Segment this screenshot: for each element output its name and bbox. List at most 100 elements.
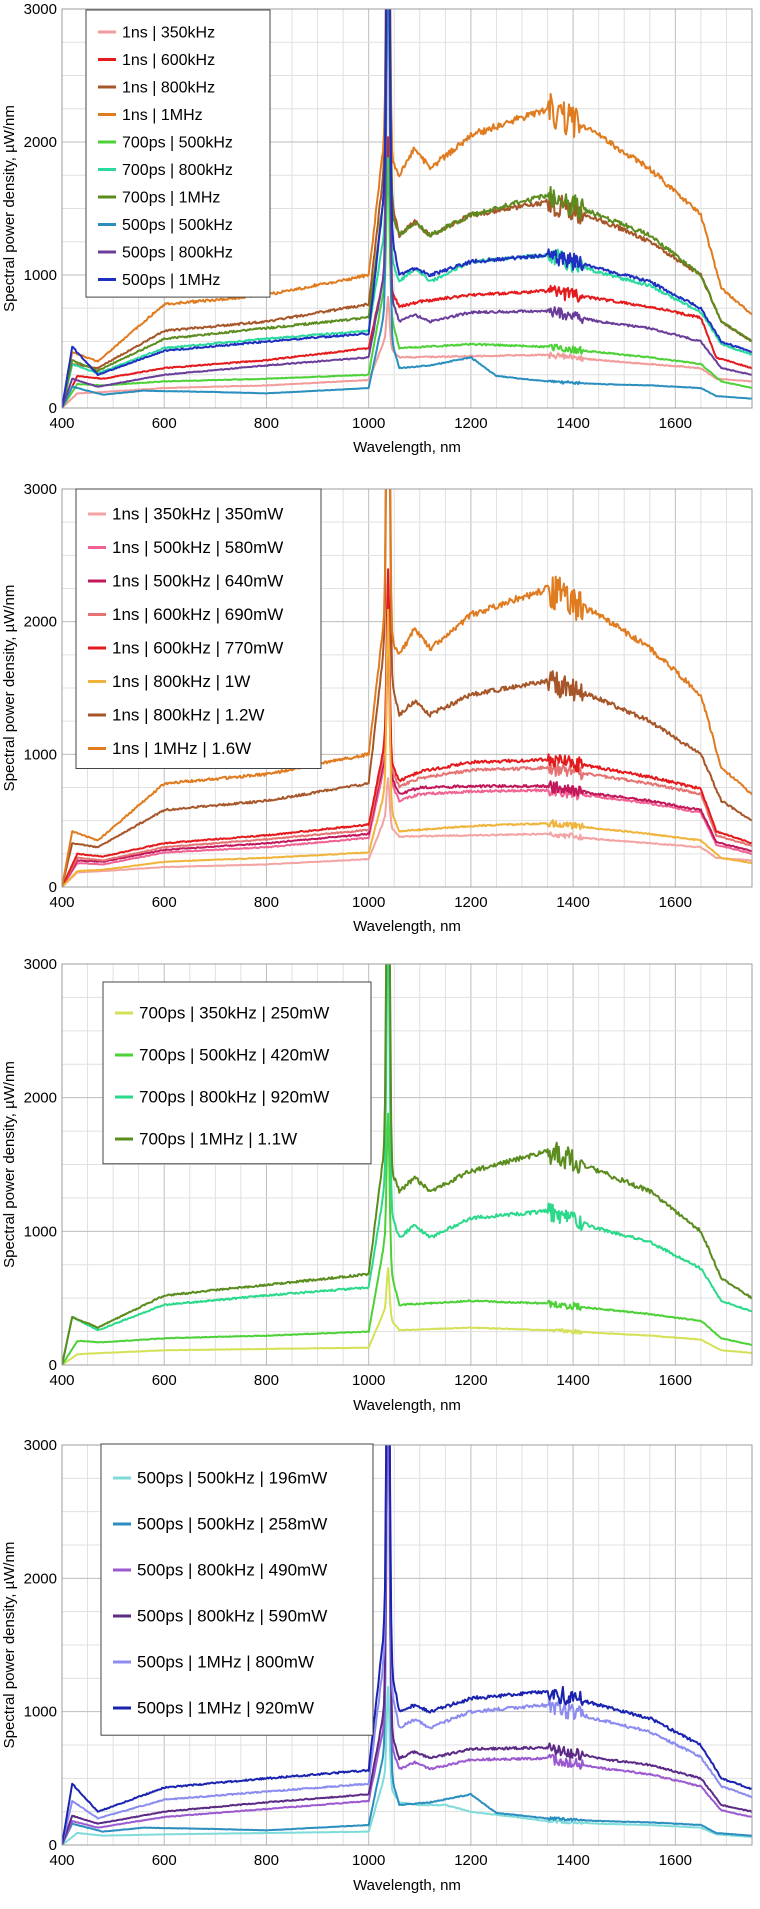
y-tick-label: 3000 xyxy=(24,481,57,498)
legend-entry: 1ns | 600kHz | 770mW xyxy=(112,639,283,658)
x-tick-label: 600 xyxy=(152,1852,177,1869)
x-tick-label: 1000 xyxy=(352,1372,385,1389)
legend-box xyxy=(100,1443,374,1736)
legend-entry: 1ns | 800kHz xyxy=(122,80,215,97)
x-tick-label: 1200 xyxy=(454,894,487,911)
x-tick-label: 1600 xyxy=(659,894,692,911)
legend-entry: 700ps | 500kHz xyxy=(122,135,233,152)
y-tick-label: 0 xyxy=(49,879,57,896)
series-line xyxy=(62,624,752,887)
series-line xyxy=(62,1267,752,1365)
series-line xyxy=(62,9,752,408)
x-tick-label: 1200 xyxy=(454,1852,487,1869)
legend-entry: 500ps | 500kHz | 258mW xyxy=(137,1515,327,1534)
x-tick-label: 1000 xyxy=(352,415,385,432)
legend-entry: 700ps | 800kHz xyxy=(122,162,233,179)
x-tick-label: 600 xyxy=(152,1372,177,1389)
series-line xyxy=(62,9,752,408)
x-tick-label: 400 xyxy=(49,1852,74,1869)
legend-entry: 1ns | 600kHz | 690mW xyxy=(112,605,283,624)
series-line xyxy=(62,157,752,408)
y-tick-label: 1000 xyxy=(24,267,57,284)
x-tick-label: 1200 xyxy=(454,1372,487,1389)
series-lines xyxy=(62,489,752,887)
y-tick-label: 2000 xyxy=(24,614,57,631)
legend-box xyxy=(102,981,372,1165)
y-tick-label: 2000 xyxy=(24,1090,57,1107)
legend-box xyxy=(85,9,271,298)
legend-entry: 500ps | 1MHz xyxy=(122,272,220,289)
x-tick-label: 600 xyxy=(152,894,177,911)
x-tick-label: 1600 xyxy=(659,1372,692,1389)
series-lines xyxy=(62,964,752,1365)
y-axis-label: Spectral power density, µW/nm xyxy=(1,1542,18,1749)
plot-frame xyxy=(61,1444,753,1846)
series-line xyxy=(62,9,752,408)
x-tick-label: 1200 xyxy=(454,415,487,432)
legend-entry: 500ps | 500kHz xyxy=(122,217,233,234)
legend: 1ns | 350kHz | 350mW 1ns | 500kHz | 580mW… xyxy=(75,488,322,769)
series-line xyxy=(62,489,752,887)
x-tick-label: 1400 xyxy=(556,894,589,911)
x-tick-label: 1400 xyxy=(556,1852,589,1869)
legend-entry: 1ns | 800kHz | 1.2W xyxy=(112,706,264,725)
series-line xyxy=(62,964,752,1365)
x-tick-label: 800 xyxy=(254,894,279,911)
legend-entry: 1ns | 1MHz xyxy=(122,107,203,124)
legend-entry: 1ns | 800kHz | 1W xyxy=(112,672,250,691)
legend: 700ps | 350kHz | 250mW 700ps | 500kHz | 4… xyxy=(102,981,372,1165)
x-tick-label: 1600 xyxy=(659,415,692,432)
series-line xyxy=(62,593,752,887)
legend-entry: 500ps | 800kHz | 590mW xyxy=(137,1607,327,1626)
legend-entry: 1ns | 350kHz xyxy=(122,25,215,42)
legend-entry: 1ns | 350kHz | 350mW xyxy=(112,505,283,524)
y-tick-label: 0 xyxy=(49,1837,57,1854)
legend-entry: 700ps | 1MHz | 1.1W xyxy=(139,1130,297,1149)
series-line xyxy=(62,1445,752,1845)
plot-frame xyxy=(61,8,753,409)
series-line xyxy=(62,136,752,408)
x-tick-label: 800 xyxy=(254,1372,279,1389)
x-tick-label: 600 xyxy=(152,415,177,432)
x-tick-label: 800 xyxy=(254,1852,279,1869)
spectrum-chart-4: 400 600 800 1000 1200 1400 1600 0 1000 2000 3000 Wa… xyxy=(0,1437,760,1909)
series-line xyxy=(62,777,752,887)
x-tick-label: 1000 xyxy=(352,894,385,911)
y-tick-label: 1000 xyxy=(24,746,57,763)
series-line xyxy=(62,1445,752,1845)
series-line xyxy=(62,1112,752,1365)
legend-entry: 500ps | 500kHz | 196mW xyxy=(137,1469,327,1488)
x-tick-label: 1000 xyxy=(352,1852,385,1869)
legend-entry: 700ps | 800kHz | 920mW xyxy=(139,1088,329,1107)
x-axis-label: Wavelength, nm xyxy=(353,439,461,456)
legend-entry: 700ps | 500kHz | 420mW xyxy=(139,1046,329,1065)
x-tick-label: 1400 xyxy=(556,1372,589,1389)
series-line xyxy=(62,608,752,887)
y-tick-label: 0 xyxy=(49,400,57,417)
x-tick-label: 400 xyxy=(49,415,74,432)
legend-entry: 700ps | 1MHz xyxy=(122,190,220,207)
legend-entry: 500ps | 1MHz | 920mW xyxy=(137,1699,314,1718)
y-tick-label: 2000 xyxy=(24,134,57,151)
y-tick-label: 1000 xyxy=(24,1223,57,1240)
y-tick-label: 3000 xyxy=(24,1437,57,1454)
x-tick-label: 400 xyxy=(49,894,74,911)
y-axis-label: Spectral power density, µW/nm xyxy=(1,585,18,792)
legend-entry: 500ps | 800kHz | 490mW xyxy=(137,1561,327,1580)
legend-entry: 500ps | 1MHz | 800mW xyxy=(137,1653,314,1672)
legend: 1ns | 350kHz 1ns | 600kHz 1ns | 800kHz 1ns … xyxy=(85,9,271,298)
series-line xyxy=(62,568,752,887)
series-line xyxy=(62,9,752,408)
x-tick-label: 800 xyxy=(254,415,279,432)
x-tick-label: 400 xyxy=(49,1372,74,1389)
series-line xyxy=(62,9,752,408)
y-axis-label: Spectral power density, µW/nm xyxy=(1,105,18,312)
legend-entry: 1ns | 1MHz | 1.6W xyxy=(112,739,251,758)
legend-entry: 1ns | 600kHz xyxy=(122,52,215,69)
x-axis-label: Wavelength, nm xyxy=(353,1397,461,1414)
series-line xyxy=(62,1445,752,1845)
series-line xyxy=(62,9,752,408)
legend-entry: 500ps | 800kHz xyxy=(122,245,233,262)
series-lines xyxy=(62,9,752,408)
